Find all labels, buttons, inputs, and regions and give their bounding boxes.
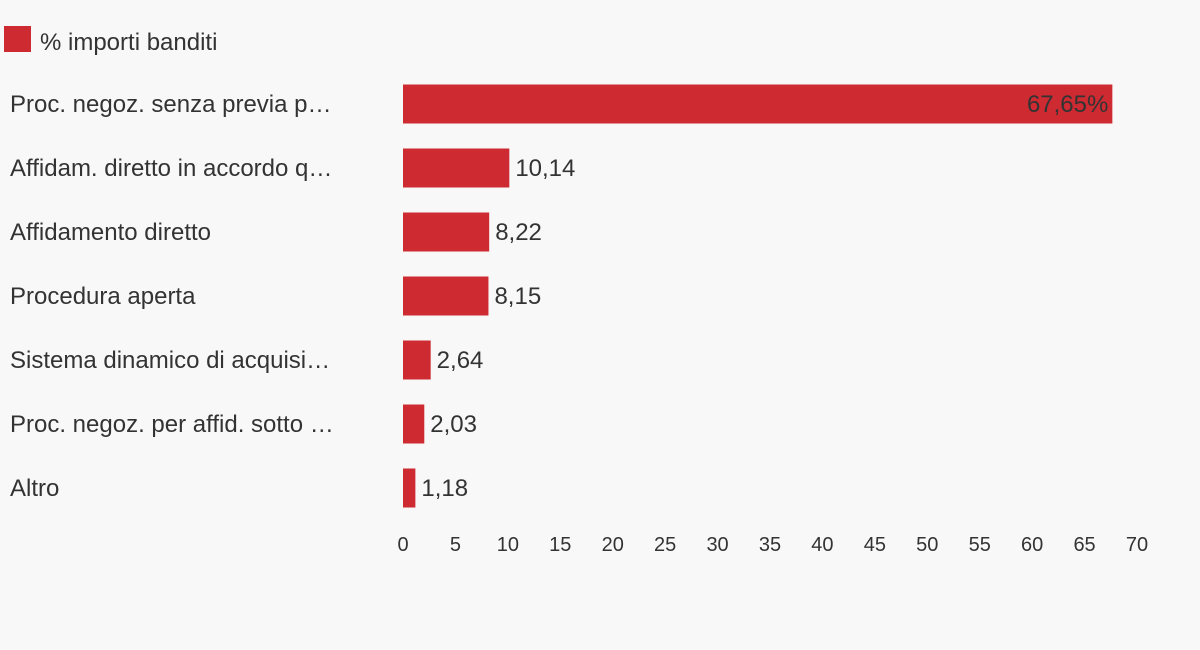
legend-swatch (4, 26, 31, 52)
x-tick-label: 20 (602, 534, 624, 556)
category-label: Proc. negoz. per affid. sotto … (10, 411, 334, 438)
x-tick-label: 30 (706, 534, 728, 556)
category-label: Proc. negoz. senza previa p… (10, 91, 332, 118)
category-label: Affidamento diretto (10, 219, 211, 246)
legend-label: % importi banditi (40, 29, 217, 56)
bars-group (403, 84, 1113, 508)
value-label: 8,15 (494, 283, 541, 310)
value-label: 2,03 (430, 411, 477, 438)
x-tick-label: 45 (864, 534, 886, 556)
x-tick-label: 25 (654, 534, 676, 556)
bar (403, 404, 425, 444)
value-label: 67,65% (1027, 91, 1108, 118)
category-label: Procedura aperta (10, 283, 196, 310)
value-label: 10,14 (515, 155, 575, 182)
bar (403, 84, 1113, 124)
x-tick-label: 65 (1073, 534, 1095, 556)
bar (403, 276, 489, 316)
x-tick-label: 5 (450, 534, 461, 556)
category-label: Altro (10, 475, 59, 502)
x-tick-label: 0 (397, 534, 408, 556)
value-label: 1,18 (421, 475, 468, 502)
x-tick-label: 60 (1021, 534, 1043, 556)
bar (403, 468, 416, 508)
x-tick-label: 35 (759, 534, 781, 556)
category-label: Affidam. diretto in accordo q… (10, 155, 332, 182)
category-labels: Proc. negoz. senza previa p… Affidam. dir… (10, 91, 334, 502)
x-tick-label: 15 (549, 534, 571, 556)
x-tick-label: 55 (969, 534, 991, 556)
bar (403, 212, 490, 252)
value-label: 2,64 (437, 347, 484, 374)
x-tick-label: 70 (1126, 534, 1148, 556)
x-tick-label: 10 (497, 534, 519, 556)
bar (403, 340, 431, 380)
x-tick-label: 40 (811, 534, 833, 556)
legend: % importi banditi (4, 26, 217, 56)
category-label: Sistema dinamico di acquisi… (10, 347, 330, 374)
value-label: 8,22 (495, 219, 542, 246)
x-axis-ticks: 0 5 10 15 20 25 30 35 40 45 50 55 60 65 70 (397, 534, 1148, 556)
x-tick-label: 50 (916, 534, 938, 556)
bar (403, 148, 510, 188)
value-labels: 67,65% 10,14 8,22 8,15 2,64 2,03 1,18 (421, 91, 1108, 502)
